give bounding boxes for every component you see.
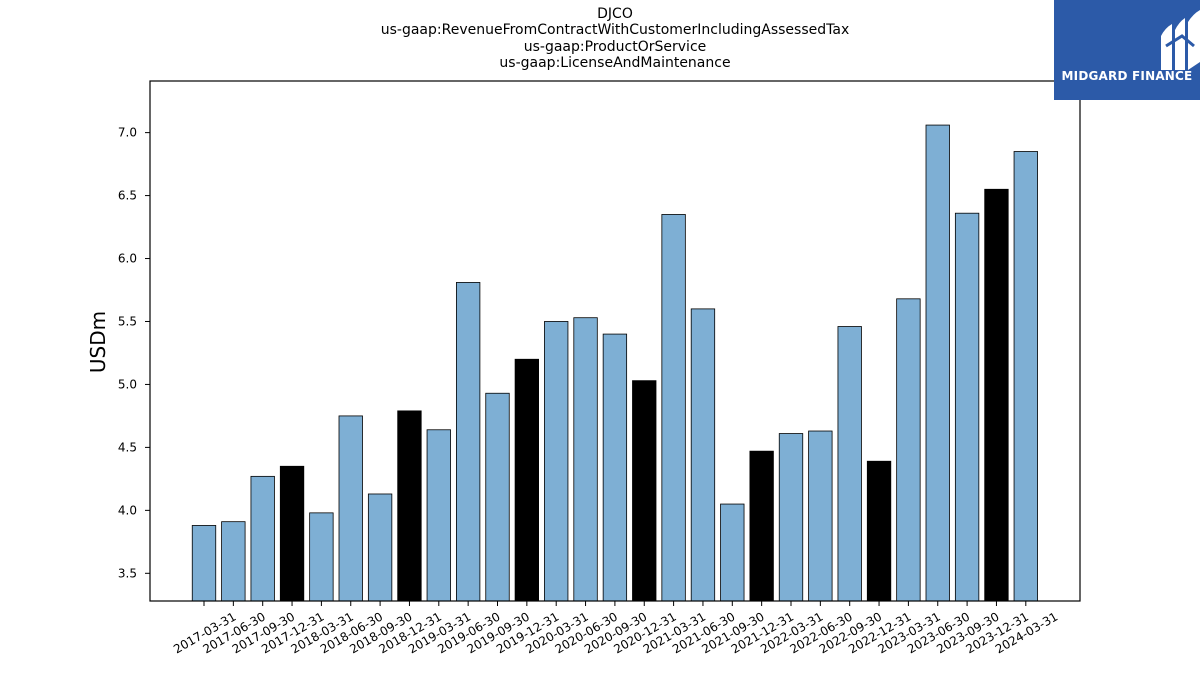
chart-title-member: us-gaap:LicenseAndMaintenance [499, 54, 731, 71]
y-tick-label: 5.5 [118, 314, 137, 328]
bar-2019-09-30 [485, 392, 510, 602]
y-tick-label: 6.5 [118, 189, 137, 203]
y-tick-label: 3.5 [118, 566, 137, 580]
bar-2022-03-31 [778, 433, 804, 602]
logo-text: MIDGARD FINANCE [1061, 69, 1193, 83]
y-tick-label: 5.0 [118, 377, 137, 391]
bar-2020-12-31 [632, 380, 657, 602]
chart-title-ticker: DJCO [597, 6, 633, 22]
bar-2023-12-31 [984, 188, 1009, 602]
bar-2023-09-30 [954, 212, 980, 602]
bar-2021-06-30 [690, 308, 716, 602]
plot-frame [149, 80, 1081, 602]
bar-2019-03-31 [426, 429, 451, 602]
bar-2017-06-30 [221, 521, 246, 602]
bar-2018-03-31 [309, 512, 334, 602]
bar-2019-06-30 [455, 282, 481, 602]
y-axis: 3.5 4.0 4.5 5.0 5.5 6.0 6.5 7.0 [118, 126, 150, 580]
bar-2021-12-31 [749, 450, 774, 602]
chart-title-concept: us-gaap:RevenueFromContractWithCustomerI… [380, 22, 850, 39]
midgard-finance-logo: MIDGARD FINANCE [1054, 0, 1200, 100]
bar-2017-09-30 [250, 475, 275, 602]
chart-title-axis: us-gaap:ProductOrService [523, 38, 707, 55]
bar-2020-06-30 [573, 317, 598, 602]
bar-2022-12-31 [866, 460, 892, 602]
bar-2018-06-30 [338, 415, 363, 602]
bar-2024-03-31 [1013, 151, 1038, 602]
bar-2017-03-31 [191, 525, 217, 602]
chart-title-block: DJCO us-gaap:RevenueFromContractWithCust… [150, 6, 1080, 71]
bar-2021-09-30 [720, 503, 745, 602]
x-axis: 2017-03-312017-06-302017-09-302017-12-31… [171, 601, 1060, 656]
y-tick-label: 4.0 [118, 503, 137, 517]
bar-2017-12-31 [279, 465, 305, 602]
y-tick-label: 7.0 [118, 126, 137, 140]
y-tick-label: 6.0 [118, 252, 137, 266]
bar-2019-12-31 [514, 358, 539, 602]
bar-2021-03-31 [661, 214, 686, 602]
bar-2018-12-31 [397, 410, 422, 602]
midgard-logo-icon [1161, 10, 1200, 70]
y-tick-label: 4.5 [118, 440, 137, 454]
bar-2023-03-31 [896, 298, 921, 602]
bar-2023-06-30 [925, 124, 950, 602]
y-axis-label: USDm [86, 311, 110, 373]
bar-2020-03-31 [544, 321, 569, 602]
bar-2022-06-30 [808, 430, 833, 602]
bar-2020-09-30 [602, 333, 628, 602]
bar-2018-09-30 [367, 493, 393, 602]
bar-2022-09-30 [837, 326, 862, 602]
bars-group [191, 124, 1038, 602]
